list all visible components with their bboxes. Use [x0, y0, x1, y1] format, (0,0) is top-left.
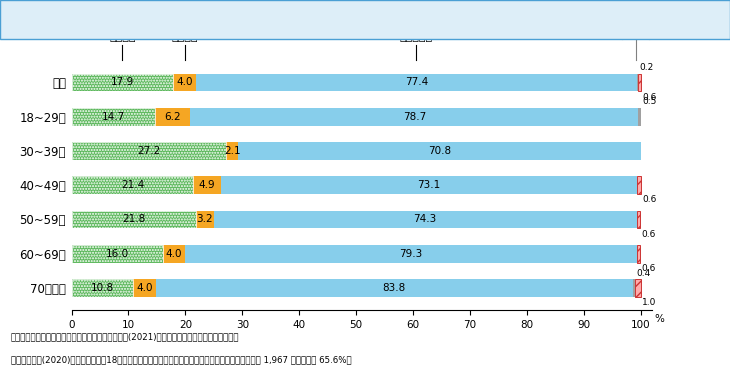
Text: 1.0: 1.0 — [642, 298, 656, 307]
Text: 資料：内閣府「食生活に関する世論調査」（令和３(2021)年１月公表）を基に農林水産省作成: 資料：内閣府「食生活に関する世論調査」（令和３(2021)年１月公表）を基に農林… — [11, 333, 239, 342]
Text: 0.2: 0.2 — [639, 63, 653, 72]
Text: 図表 特-6: 図表 特-6 — [18, 12, 58, 25]
Text: %: % — [655, 314, 664, 324]
Bar — [72, 108, 155, 126]
Text: その他: その他 — [615, 23, 634, 33]
Text: 16.0: 16.0 — [106, 249, 128, 259]
Text: 3.2: 3.2 — [196, 214, 213, 224]
Bar — [155, 279, 632, 297]
Text: 4.0: 4.0 — [177, 77, 193, 88]
Text: 0.4: 0.4 — [637, 269, 650, 277]
Text: 0.6: 0.6 — [642, 230, 656, 239]
Bar — [635, 279, 640, 297]
Text: 0.6: 0.6 — [643, 93, 657, 102]
Text: 14.7: 14.7 — [101, 112, 125, 122]
Bar — [72, 279, 133, 297]
Text: 変わらない: 変わらない — [400, 32, 433, 42]
Bar — [632, 279, 635, 297]
Bar — [637, 176, 640, 194]
Text: 21.8: 21.8 — [122, 214, 145, 224]
Text: 73.1: 73.1 — [418, 180, 441, 190]
Text: 21.4: 21.4 — [120, 180, 144, 190]
Text: 注：令和２(2020)年９月に、全国18歳以上の日本国籍を有する者を対象に行った調査（有効回答数 1,967 人、回収率 65.6%）: 注：令和２(2020)年９月に、全国18歳以上の日本国籍を有する者を対象に行った… — [11, 355, 352, 364]
Text: 78.7: 78.7 — [403, 112, 426, 122]
Bar — [191, 108, 638, 126]
Bar — [72, 279, 133, 297]
Bar — [638, 74, 641, 91]
Bar — [196, 211, 214, 228]
Bar — [72, 211, 196, 228]
Bar — [72, 245, 163, 262]
Bar — [72, 74, 174, 91]
Bar — [72, 176, 193, 194]
Bar — [637, 211, 640, 228]
Bar — [72, 142, 226, 160]
Text: 4.0: 4.0 — [166, 249, 182, 259]
Bar — [221, 176, 637, 194]
Text: 4.9: 4.9 — [199, 180, 215, 190]
Text: 増加した: 増加した — [110, 32, 136, 42]
Bar — [196, 74, 637, 91]
Text: 4.0: 4.0 — [136, 283, 153, 293]
Text: 74.3: 74.3 — [413, 214, 437, 224]
Text: 0.6: 0.6 — [642, 264, 656, 273]
Bar — [72, 142, 226, 160]
Bar — [72, 108, 155, 126]
Bar — [185, 245, 637, 262]
Bar — [72, 245, 163, 262]
Text: 6.2: 6.2 — [164, 112, 181, 122]
Bar — [72, 176, 193, 194]
Text: 2.1: 2.1 — [224, 146, 241, 156]
Text: 無回答: 無回答 — [639, 23, 659, 33]
Text: 減少した: 減少した — [172, 32, 198, 42]
Text: 10.8: 10.8 — [91, 283, 114, 293]
Bar — [638, 108, 641, 126]
Text: 77.4: 77.4 — [404, 77, 428, 88]
Bar — [226, 142, 238, 160]
Bar — [72, 74, 174, 91]
Text: 0.6: 0.6 — [642, 196, 656, 205]
Bar — [238, 142, 641, 160]
Bar — [214, 211, 637, 228]
Text: 0.5: 0.5 — [643, 97, 657, 106]
FancyBboxPatch shape — [1, 2, 75, 38]
Text: 27.2: 27.2 — [137, 146, 161, 156]
Text: 79.3: 79.3 — [399, 249, 423, 259]
Bar — [193, 176, 221, 194]
Text: 83.8: 83.8 — [383, 283, 406, 293]
Bar — [163, 245, 185, 262]
Bar — [72, 211, 196, 228]
Bar — [637, 245, 640, 262]
Bar — [637, 74, 638, 91]
Text: 17.9: 17.9 — [111, 77, 134, 88]
Bar — [155, 108, 191, 126]
Bar — [174, 74, 196, 91]
Text: 70.8: 70.8 — [428, 146, 451, 156]
Text: 新型コロナウイルス感染症発生前後の米の消費の変化: 新型コロナウイルス感染症発生前後の米の消費の変化 — [82, 12, 283, 26]
Bar — [133, 279, 155, 297]
